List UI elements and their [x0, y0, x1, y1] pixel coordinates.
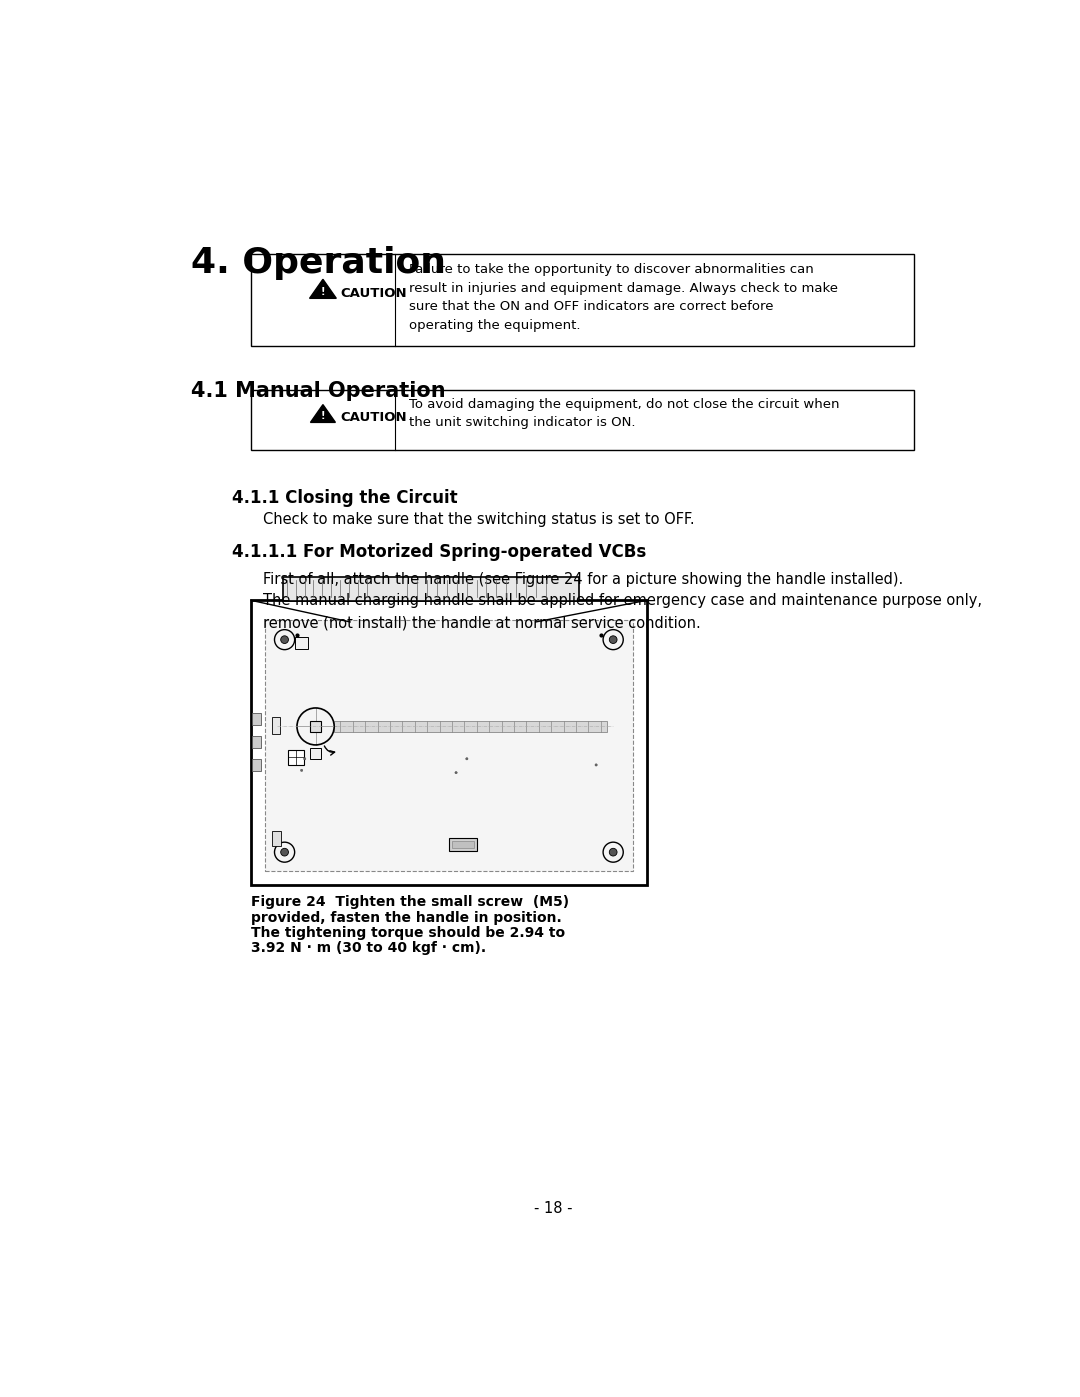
Text: Failure to take the opportunity to discover abnormalities can
result in injuries: Failure to take the opportunity to disco… [408, 263, 838, 331]
Bar [288, 750, 303, 766]
Text: First of all, attach the handle (see Figure 24 for a picture showing the handle : First of all, attach the handle (see Fig… [262, 571, 982, 630]
Bar [310, 747, 321, 759]
Text: 4.1 Manual Operation: 4.1 Manual Operation [191, 381, 445, 401]
Bar [310, 721, 321, 732]
Bar [252, 759, 261, 771]
Polygon shape [310, 279, 336, 299]
FancyArrowPatch shape [324, 746, 335, 756]
Bar [252, 254, 914, 346]
Bar [283, 577, 579, 601]
Text: 4.1.1.1 For Motorized Spring-operated VCBs: 4.1.1.1 For Motorized Spring-operated VC… [232, 542, 646, 560]
Text: CAUTION: CAUTION [340, 411, 406, 425]
Text: !: ! [321, 412, 325, 422]
Text: 4. Operation: 4. Operation [191, 246, 446, 281]
Circle shape [303, 757, 306, 760]
Text: The tightening torque should be 2.94 to: The tightening torque should be 2.94 to [252, 926, 565, 940]
Circle shape [455, 771, 457, 774]
Bar [252, 712, 261, 725]
Bar [272, 831, 282, 847]
Text: CAUTION: CAUTION [340, 288, 406, 300]
Bar [266, 620, 633, 872]
Text: 4.1.1 Closing the Circuit: 4.1.1 Closing the Circuit [232, 489, 458, 507]
Bar [449, 838, 476, 851]
Text: !: ! [321, 286, 325, 298]
Text: - 18 -: - 18 - [535, 1201, 572, 1217]
Circle shape [595, 764, 597, 766]
Circle shape [465, 757, 468, 760]
Circle shape [281, 848, 288, 856]
Circle shape [281, 636, 288, 644]
Text: provided, fasten the handle in position.: provided, fasten the handle in position. [252, 911, 562, 925]
Circle shape [300, 770, 302, 771]
Text: Check to make sure that the switching status is set to OFF.: Check to make sure that the switching st… [262, 511, 694, 527]
Bar [451, 841, 474, 848]
Text: To avoid damaging the equipment, do not close the circuit when
the unit switchin: To avoid damaging the equipment, do not … [408, 398, 839, 429]
Text: Figure 24  Tighten the small screw  (M5): Figure 24 Tighten the small screw (M5) [252, 895, 569, 909]
Bar [272, 717, 280, 735]
Circle shape [609, 636, 617, 644]
Bar [334, 721, 607, 732]
Bar [252, 736, 261, 749]
Polygon shape [310, 405, 336, 422]
Bar [296, 637, 308, 648]
Text: 3.92 N · m (30 to 40 kgf · cm).: 3.92 N · m (30 to 40 kgf · cm). [252, 942, 486, 956]
Circle shape [609, 848, 617, 856]
Bar [252, 601, 647, 886]
Bar [252, 390, 914, 450]
